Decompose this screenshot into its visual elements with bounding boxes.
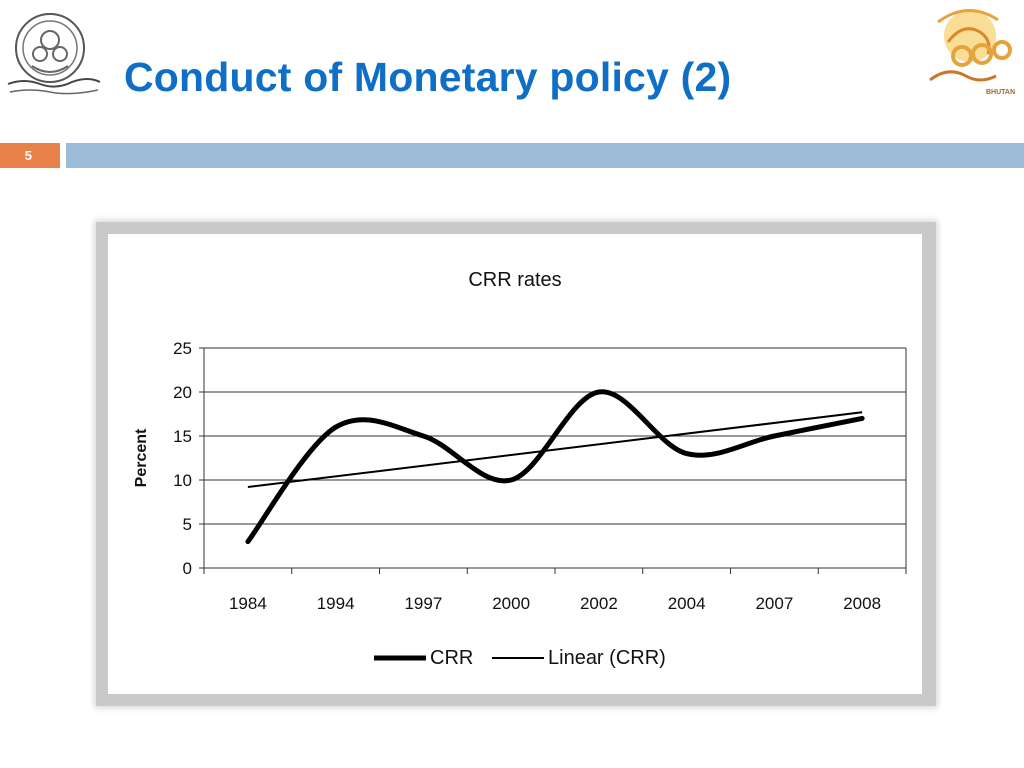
x-tick-label: 2000: [492, 594, 530, 613]
legend-label-linear-crr: Linear (CRR): [548, 647, 666, 669]
y-tick-label: 25: [173, 339, 192, 358]
slide-number: 5: [0, 143, 60, 168]
university-seal-logo: [4, 4, 102, 102]
x-tick-label: 2002: [580, 594, 618, 613]
y-tick-label: 10: [173, 471, 192, 490]
x-tick-label: 1984: [229, 594, 267, 613]
chart-title: CRR rates: [468, 269, 561, 291]
chart-container: CRR rates 0 5 10 15 20 25 1984 1994 1997 2000 2002 2…: [108, 234, 922, 694]
series-line-linear-crr: [247, 411, 863, 489]
x-tick-label: 2008: [843, 594, 881, 613]
crr-line-chart: CRR rates 0 5 10 15 20 25 1984 1994 1997 2000 2002 2…: [133, 269, 907, 669]
x-tick-label: 2004: [668, 594, 706, 613]
y-tick-label: 20: [173, 383, 192, 402]
bhutan-emblem-logo: BHUTAN: [918, 2, 1018, 102]
legend-label-crr: CRR: [430, 647, 473, 669]
x-tick-label: 2007: [755, 594, 793, 613]
chart-frame: CRR rates 0 5 10 15 20 25 1984 1994 1997 2000 2002 2…: [96, 222, 936, 706]
header-band: [66, 143, 1024, 168]
bhutan-label: BHUTAN: [986, 89, 1015, 96]
y-tick-label: 0: [183, 559, 192, 578]
x-tick-label: 1997: [404, 594, 442, 613]
y-axis-label: Percent: [133, 428, 150, 487]
y-tick-label: 15: [173, 427, 192, 446]
series-line-crr: [245, 389, 865, 545]
bhutan-emblem-logo-icon: BHUTAN: [929, 9, 1015, 96]
university-seal-icon: [7, 13, 101, 95]
slide-title: Conduct of Monetary policy (2): [124, 54, 732, 100]
y-tick-label: 5: [183, 515, 192, 534]
x-tick-label: 1994: [317, 594, 355, 613]
